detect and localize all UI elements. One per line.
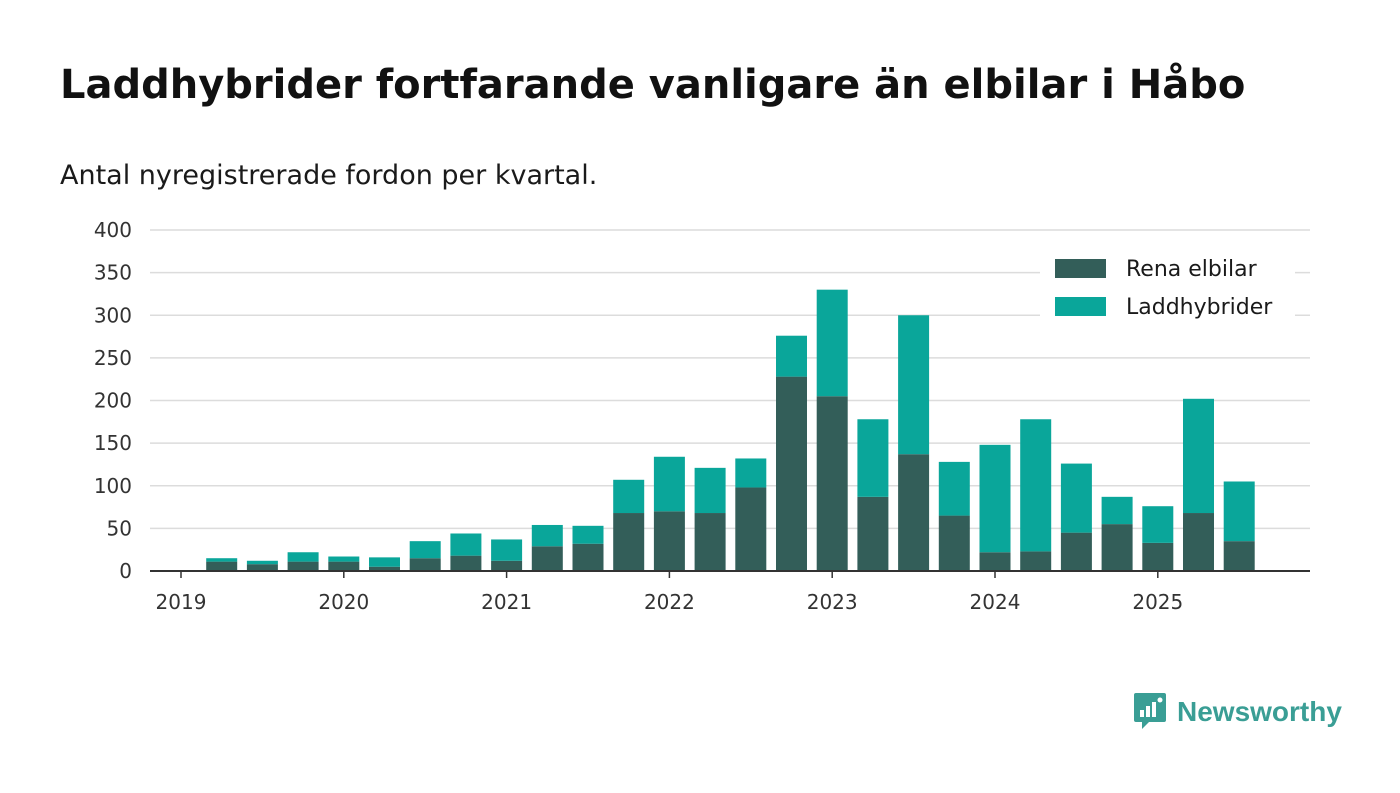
- chart-subtitle: Antal nyregistrerade fordon per kvartal.: [60, 160, 598, 191]
- bar-rena-elbilar: [938, 515, 970, 571]
- bars: [206, 289, 1255, 571]
- bar-rena-elbilar: [491, 560, 523, 571]
- brand-logo: Newsworthy: [1133, 690, 1342, 734]
- bar-rena-elbilar: [531, 546, 563, 571]
- bar-laddhybrider: [246, 560, 278, 565]
- y-axis: 0 50 100 150 200 250 300 350 400: [94, 218, 132, 583]
- bar-laddhybrider: [613, 479, 645, 514]
- bar-laddhybrider: [287, 552, 319, 562]
- x-tick-label: 2021: [481, 590, 532, 614]
- bar-rena-elbilar: [246, 564, 278, 571]
- bar-laddhybrider: [572, 525, 604, 544]
- bar-laddhybrider: [898, 315, 930, 455]
- legend-label: Rena elbilar: [1126, 257, 1258, 282]
- bar-laddhybrider: [1183, 398, 1214, 514]
- bar-rena-elbilar: [735, 487, 767, 571]
- bar-rena-elbilar: [369, 566, 400, 571]
- bar-rena-elbilar: [898, 454, 930, 571]
- y-tick-label: 50: [107, 516, 132, 540]
- y-tick-label: 150: [94, 431, 132, 455]
- bar-rena-elbilar: [857, 496, 889, 571]
- bar-laddhybrider: [938, 461, 970, 516]
- bar-laddhybrider: [450, 533, 482, 556]
- bar-laddhybrider: [531, 524, 563, 547]
- chart-title: Laddhybrider fortfarande vanligare än el…: [60, 62, 1246, 108]
- bar-laddhybrider: [491, 539, 523, 561]
- x-tick-label: 2025: [1132, 590, 1183, 614]
- bar-rena-elbilar: [613, 513, 645, 571]
- bar-rena-elbilar: [1142, 542, 1174, 571]
- bar-laddhybrider: [979, 444, 1011, 553]
- bar-laddhybrider: [653, 456, 685, 512]
- legend-swatch: [1055, 297, 1106, 316]
- bar-laddhybrider: [1060, 463, 1092, 533]
- x-tick-label: 2024: [970, 590, 1021, 614]
- bar-rena-elbilar: [776, 376, 807, 571]
- bar-rena-elbilar: [694, 513, 726, 571]
- newsworthy-logo-icon: [1133, 690, 1167, 734]
- bar-rena-elbilar: [206, 561, 238, 571]
- bar-rena-elbilar: [1060, 532, 1092, 571]
- bar-laddhybrider: [1020, 419, 1052, 552]
- bar-laddhybrider: [409, 541, 441, 559]
- bar-laddhybrider: [857, 419, 889, 497]
- bar-laddhybrider: [328, 556, 360, 562]
- y-tick-label: 250: [94, 346, 132, 370]
- bar-laddhybrider: [816, 289, 848, 397]
- bar-rena-elbilar: [1223, 541, 1255, 571]
- bar-laddhybrider: [369, 557, 400, 567]
- y-tick-label: 300: [94, 303, 132, 327]
- y-tick-label: 400: [94, 218, 132, 242]
- bar-laddhybrider: [735, 458, 767, 488]
- y-tick-label: 200: [94, 389, 132, 413]
- bar-laddhybrider: [1101, 496, 1133, 525]
- x-tick-label: 2020: [318, 590, 369, 614]
- x-tick-label: 2019: [156, 590, 207, 614]
- y-tick-label: 0: [119, 559, 132, 583]
- bar-laddhybrider: [694, 467, 726, 514]
- bar-rena-elbilar: [1020, 551, 1052, 571]
- bar-rena-elbilar: [979, 552, 1011, 571]
- legend: Rena elbilar Laddhybrider: [1040, 250, 1295, 324]
- bar-rena-elbilar: [653, 511, 685, 571]
- bar-rena-elbilar: [409, 558, 441, 571]
- legend-label: Laddhybrider: [1126, 295, 1273, 320]
- bar-laddhybrider: [776, 335, 807, 377]
- bar-rena-elbilar: [1101, 524, 1133, 571]
- legend-swatch: [1055, 259, 1106, 278]
- y-tick-label: 100: [94, 474, 132, 498]
- y-tick-label: 350: [94, 261, 132, 285]
- bar-laddhybrider: [206, 558, 238, 562]
- bar-rena-elbilar: [450, 555, 482, 571]
- x-tick-label: 2023: [807, 590, 858, 614]
- x-tick-label: 2022: [644, 590, 695, 614]
- bar-laddhybrider: [1223, 481, 1255, 542]
- bar-rena-elbilar: [816, 396, 848, 571]
- x-axis: 2019 2020 2021 2022 2023 2024 2025: [150, 570, 1310, 614]
- bar-laddhybrider: [1142, 506, 1174, 543]
- bar-rena-elbilar: [328, 561, 360, 571]
- bar-rena-elbilar: [1183, 513, 1214, 571]
- brand-name: Newsworthy: [1177, 696, 1342, 727]
- bar-rena-elbilar: [287, 561, 319, 571]
- bar-rena-elbilar: [572, 543, 604, 571]
